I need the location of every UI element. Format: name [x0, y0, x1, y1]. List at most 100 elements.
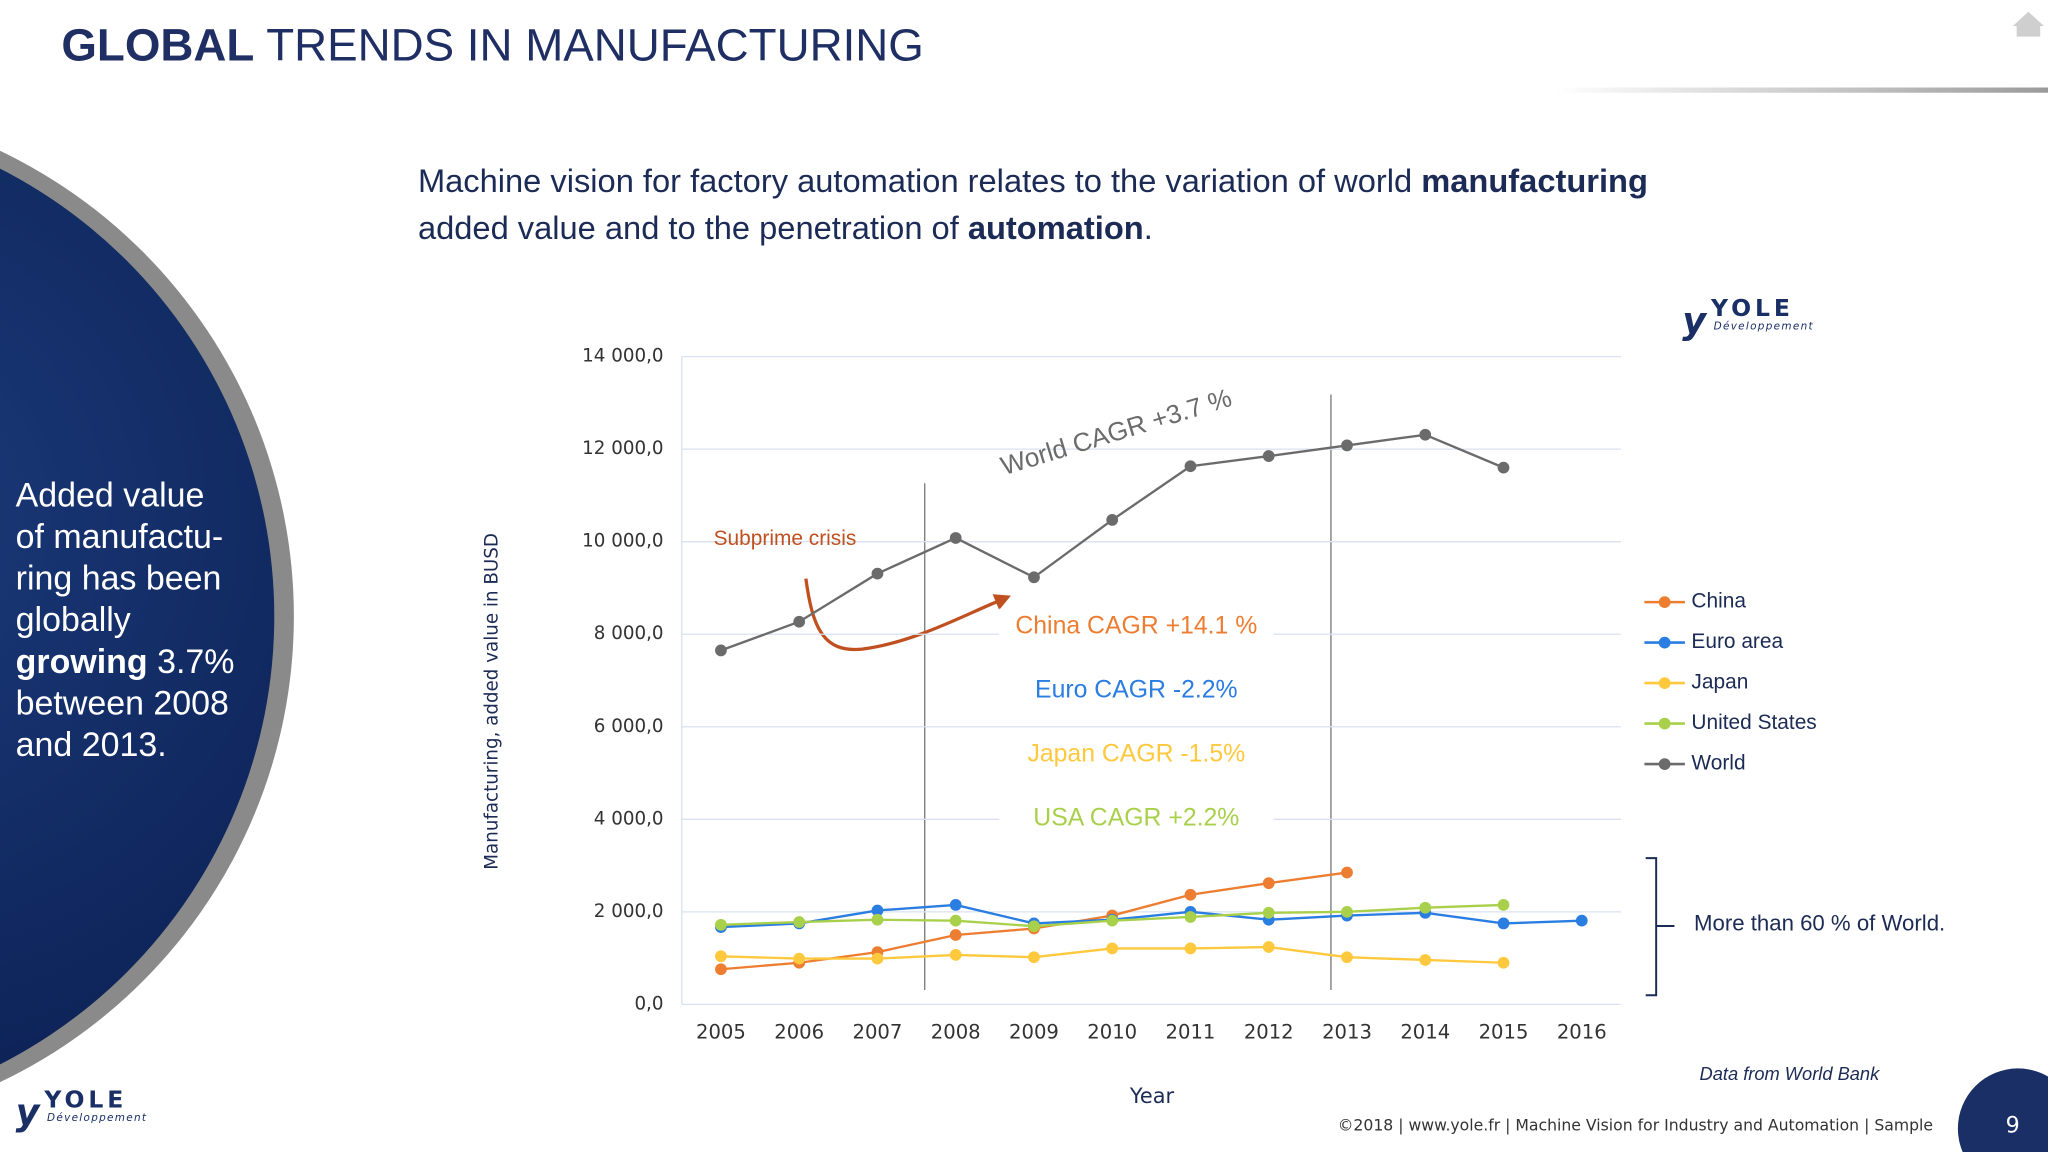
data-point	[715, 918, 727, 931]
logo-mark: y	[1682, 299, 1708, 342]
intro-line-part: manufacturing	[1421, 161, 1648, 198]
legend-label: Euro area	[1691, 630, 1783, 653]
annotation: Euro CAGR -2.2%	[1035, 676, 1238, 703]
data-point	[1106, 942, 1119, 955]
legend-label: Japan	[1691, 671, 1748, 694]
data-point	[715, 644, 727, 657]
data-point	[871, 952, 884, 965]
legend-marker	[1658, 636, 1671, 649]
data-point	[1419, 901, 1432, 914]
data-point	[871, 567, 884, 580]
side-note-line-part: ring has been	[16, 560, 222, 598]
header-rule	[1554, 87, 2048, 93]
data-point	[1028, 920, 1040, 933]
data-point	[1262, 877, 1275, 890]
annotation: USA CAGR +2.2%	[1033, 804, 1239, 831]
legend-marker	[1658, 758, 1671, 770]
title-part: GLOBAL	[61, 19, 254, 70]
data-point	[1575, 914, 1588, 927]
y-axis-title: Manufacturing, added value in BUSD	[481, 533, 502, 870]
x-axis-title: Year	[1129, 1084, 1175, 1108]
y-tick-label: 4 000,0	[594, 808, 664, 829]
annotation-bg	[999, 800, 1274, 838]
x-tick-label: 2011	[1166, 1021, 1216, 1044]
page-number: 9	[2006, 1112, 2020, 1138]
intro-line-part: .	[1144, 209, 1153, 246]
x-tick-label: 2010	[1087, 1021, 1137, 1044]
data-point	[1262, 906, 1275, 919]
x-tick-label: 2007	[853, 1021, 903, 1044]
page-badge	[1957, 1068, 2048, 1152]
side-note-line: Added value	[16, 477, 205, 515]
x-tick-label: 2013	[1322, 1021, 1372, 1044]
series-line	[720, 903, 1582, 929]
x-tick-label: 2016	[1557, 1021, 1607, 1044]
bracket	[1645, 857, 1675, 997]
annotation-bg	[999, 608, 1274, 646]
side-note-line: ring has been	[16, 560, 222, 598]
logo-tagline: Développement	[47, 1112, 147, 1124]
side-note-line: and 2013.	[16, 726, 167, 764]
title-part: TRENDS IN MANUFACTURING	[254, 19, 924, 70]
data-point	[1184, 460, 1197, 473]
data-point	[1497, 899, 1510, 911]
y-tick-label: 6 000,0	[594, 716, 664, 737]
data-point	[1028, 571, 1040, 584]
legend-marker	[1658, 677, 1671, 689]
logo-name: YOLE	[43, 1086, 127, 1114]
data-point	[1497, 917, 1510, 930]
data-point	[1106, 514, 1119, 526]
side-note-line: growing 3.7%	[16, 643, 235, 681]
y-tick-label: 10 000,0	[582, 531, 663, 552]
data-point	[949, 929, 962, 941]
annotation: More than 60 % of World.	[1694, 911, 1945, 936]
data-point	[949, 532, 962, 544]
data-point	[871, 904, 884, 917]
data-point	[1497, 461, 1510, 474]
legend-label: United States	[1691, 711, 1816, 734]
data-point	[1341, 905, 1353, 918]
data-point	[1419, 954, 1432, 966]
side-note-line-part: globally	[16, 601, 131, 639]
data-point	[1106, 914, 1119, 927]
side-note-line-part: Added value	[16, 477, 205, 515]
side-note-line: of manufactu-	[16, 518, 224, 556]
data-point	[1341, 951, 1353, 964]
data-point	[793, 952, 806, 965]
data-point	[793, 916, 806, 928]
data-point	[1341, 866, 1353, 879]
footer-text: ©2018 | www.yole.fr | Machine Vision for…	[1338, 1115, 1933, 1134]
logo-mark: y	[16, 1091, 42, 1134]
side-circle	[0, 168, 275, 1065]
data-point	[1184, 942, 1197, 955]
slide-title: GLOBAL TRENDS IN MANUFACTURING	[61, 19, 923, 70]
intro-line: Machine vision for factory automation re…	[418, 161, 1648, 198]
data-point	[793, 615, 806, 628]
logo-name: YOLE	[1710, 294, 1794, 322]
side-note-line-part: and 2013.	[16, 726, 167, 764]
side-note-line-part: growing	[16, 643, 148, 681]
intro-line: added value and to the penetration of au…	[418, 209, 1153, 246]
data-point	[1262, 450, 1275, 462]
y-tick-label: 0,0	[634, 993, 663, 1014]
data-point	[1262, 941, 1275, 953]
legend-label: China	[1691, 590, 1746, 613]
source-note: Data from World Bank	[1700, 1063, 1881, 1084]
y-tick-label: 8 000,0	[594, 623, 664, 644]
data-point	[949, 899, 962, 911]
x-tick-label: 2014	[1400, 1021, 1450, 1044]
x-tick-label: 2009	[1009, 1021, 1059, 1044]
annotation-bg	[999, 672, 1274, 710]
legend-marker	[1658, 596, 1671, 608]
data-point	[949, 914, 962, 927]
data-point	[1028, 951, 1040, 964]
home-icon[interactable]	[2012, 11, 2045, 37]
x-tick-label: 2012	[1244, 1021, 1294, 1044]
x-tick-label: 2015	[1479, 1021, 1529, 1044]
y-tick-label: 12 000,0	[582, 438, 663, 459]
y-tick-label: 14 000,0	[582, 346, 663, 367]
data-point	[949, 949, 962, 961]
annotation: Japan CAGR -1.5%	[1027, 740, 1245, 767]
data-point	[1341, 439, 1353, 452]
